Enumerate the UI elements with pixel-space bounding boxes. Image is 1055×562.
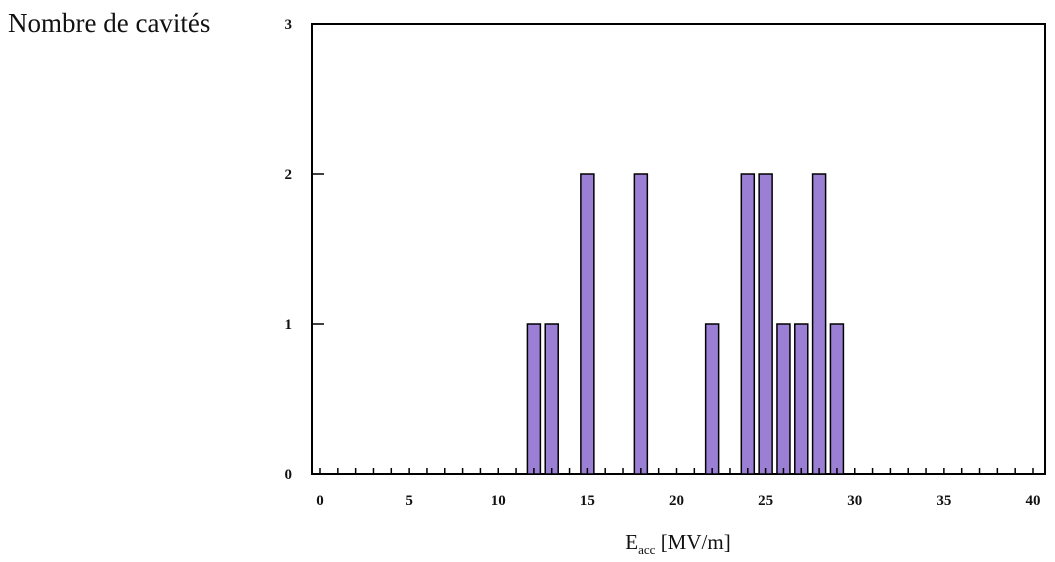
bar-24 bbox=[740, 173, 756, 475]
bar-22 bbox=[704, 323, 720, 475]
y-axis-title: Nombre de cavités bbox=[8, 8, 211, 38]
bar-26 bbox=[776, 323, 791, 475]
bar-28 bbox=[811, 173, 827, 475]
x-tick-label: 15 bbox=[580, 493, 595, 509]
y-tick-label: 0 bbox=[285, 467, 293, 483]
x-axis-title-subscript: acc bbox=[638, 542, 656, 557]
x-tick-label: 30 bbox=[847, 493, 862, 509]
x-axis-title-rest: [MV/m] bbox=[655, 530, 730, 554]
bar-13 bbox=[544, 323, 559, 475]
x-tick-label: 25 bbox=[758, 493, 773, 509]
x-tick-label: 0 bbox=[316, 493, 324, 509]
x-tick-label: 5 bbox=[405, 493, 413, 509]
bar-25 bbox=[758, 173, 773, 475]
x-tick-label: 10 bbox=[491, 493, 506, 509]
y-tick-label: 3 bbox=[285, 17, 293, 33]
x-tick-label: 40 bbox=[1026, 493, 1041, 509]
bar-29 bbox=[829, 323, 845, 475]
x-ticks-group: 0 5 10 15 20 25 30 35 40 bbox=[316, 468, 1041, 509]
x-axis-title: Eacc [MV/m] bbox=[625, 530, 730, 557]
y-ticks-group: 0 1 2 3 bbox=[285, 17, 324, 483]
bar-27 bbox=[794, 323, 809, 475]
x-axis-title-main: E bbox=[625, 530, 638, 554]
plot-frame bbox=[311, 23, 1046, 475]
bar-12 bbox=[526, 323, 542, 475]
x-tick-label: 20 bbox=[669, 493, 684, 509]
y-tick-label: 1 bbox=[285, 317, 293, 333]
y-tick-label: 2 bbox=[285, 167, 293, 183]
bar-18 bbox=[633, 173, 649, 475]
x-tick-label: 35 bbox=[936, 493, 951, 509]
bars-group bbox=[526, 173, 845, 475]
bar-15 bbox=[580, 173, 595, 475]
